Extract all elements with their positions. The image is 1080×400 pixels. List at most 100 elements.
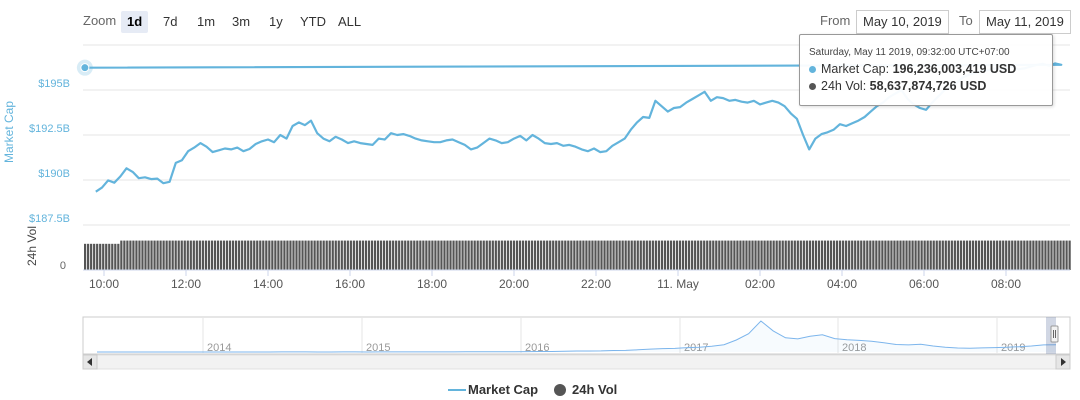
volume-column	[594, 240, 597, 270]
volume-column	[392, 240, 395, 270]
volume-column	[389, 240, 392, 270]
zoom-1y-button[interactable]: 1y	[269, 14, 283, 29]
hover-point	[80, 63, 90, 73]
volume-column	[860, 240, 863, 270]
volume-column	[543, 240, 546, 270]
volume-column	[428, 240, 431, 270]
volume-column	[775, 240, 778, 270]
volume-column	[600, 240, 603, 270]
volume-column	[382, 240, 386, 270]
scrollbar-track[interactable]	[82, 354, 1071, 370]
volume-column	[310, 240, 313, 270]
y-tick-label: $190B	[38, 168, 70, 180]
legend-market-cap[interactable]: Market Cap	[468, 382, 539, 397]
volume-column	[207, 240, 211, 270]
volume-column	[123, 240, 126, 270]
volume-column	[292, 240, 295, 270]
volume-column	[857, 240, 860, 270]
volume-column	[1017, 240, 1020, 270]
navigator-frame	[82, 316, 1071, 355]
tooltip-vol-row: 24h Vol: 58,637,874,726 USD	[809, 79, 986, 93]
to-date-input[interactable]: May 11, 2019	[979, 10, 1071, 34]
zoom-1m-button[interactable]: 1m	[197, 14, 216, 29]
volume-column	[917, 240, 920, 270]
volume-column	[790, 240, 793, 270]
volume-column	[376, 240, 380, 270]
volume-column	[911, 240, 914, 270]
navigator-line	[97, 320, 1057, 353]
volume-column	[238, 240, 241, 270]
x-axis-ticks: 10:00 12:00 14:00 16:00 18:00 20:00 22:00 11. M…	[89, 270, 1021, 291]
volume-column	[875, 240, 878, 270]
navigator[interactable]: 2014 2015 2016 2017 2018 2019	[82, 316, 1071, 355]
volume-column	[410, 240, 413, 270]
volume-column	[1038, 240, 1041, 270]
volume-column	[361, 240, 365, 270]
volume-column	[386, 240, 389, 270]
volume-column	[404, 240, 407, 270]
volume-column	[518, 240, 522, 270]
volume-column	[497, 240, 500, 270]
volume-column	[751, 240, 754, 270]
y-axis-title-vol: 24h Vol	[25, 226, 39, 266]
zoom-all-button[interactable]: ALL	[338, 14, 362, 29]
zoom-7d-button[interactable]: 7d	[163, 14, 178, 29]
zoom-3m-button[interactable]: 3m	[232, 14, 251, 29]
volume-column	[727, 240, 730, 270]
volume-column	[884, 240, 887, 270]
volume-column	[996, 240, 999, 270]
volume-column	[703, 240, 706, 270]
volume-column	[944, 240, 947, 270]
volume-column	[307, 240, 310, 270]
volume-column	[1041, 240, 1044, 270]
volume-column	[96, 243, 99, 270]
scrollbar[interactable]	[82, 354, 1071, 370]
from-label: From	[820, 13, 851, 28]
x-tick-label: 16:00	[335, 277, 365, 291]
volume-column	[1008, 240, 1011, 270]
volume-column	[678, 240, 682, 270]
volume-column	[597, 240, 600, 270]
zoom-1d-button[interactable]: 1d	[121, 11, 149, 33]
y-tick-label: $192.5B	[29, 123, 70, 135]
volume-column	[953, 240, 956, 270]
x-tick-label: 06:00	[909, 277, 939, 291]
volume-column	[899, 240, 902, 270]
volume-column	[419, 240, 422, 270]
volume-column	[823, 240, 827, 270]
volume-column	[491, 240, 494, 270]
navigator-handle[interactable]	[1050, 325, 1059, 343]
volume-column	[842, 240, 845, 270]
volume-column	[413, 240, 416, 270]
volume-column	[848, 240, 851, 270]
tooltip-date: Saturday, May 11 2019, 09:32:00 UTC+07:0…	[809, 47, 1010, 58]
volume-column	[757, 240, 760, 270]
volume-column	[452, 240, 455, 270]
volume-column	[709, 240, 712, 270]
x-tick-label: 02:00	[745, 277, 775, 291]
volume-column	[540, 240, 543, 270]
tooltip-vol-value: 58,637,874,726 USD	[869, 79, 987, 93]
volume-column	[811, 240, 815, 270]
scrollbar-right-arrow-icon	[1061, 358, 1066, 366]
volume-column	[1014, 240, 1017, 270]
volume-column	[684, 240, 688, 270]
volume-column	[241, 240, 244, 270]
volume-column	[183, 240, 186, 270]
x-tick-label: 04:00	[827, 277, 857, 291]
legend-vol[interactable]: 24h Vol	[572, 382, 618, 397]
volume-column	[156, 240, 159, 270]
volume-column	[938, 240, 941, 270]
volume-column	[805, 240, 808, 270]
volume-column	[851, 240, 854, 270]
volume-column	[90, 243, 93, 270]
volume-column	[461, 240, 464, 270]
from-date-input[interactable]: May 10, 2019	[856, 10, 949, 34]
volume-column	[316, 240, 319, 270]
volume-column	[99, 243, 102, 270]
volume-column	[449, 240, 452, 270]
volume-column	[582, 240, 585, 270]
volume-column	[416, 240, 419, 270]
zoom-ytd-button[interactable]: YTD	[300, 14, 326, 29]
